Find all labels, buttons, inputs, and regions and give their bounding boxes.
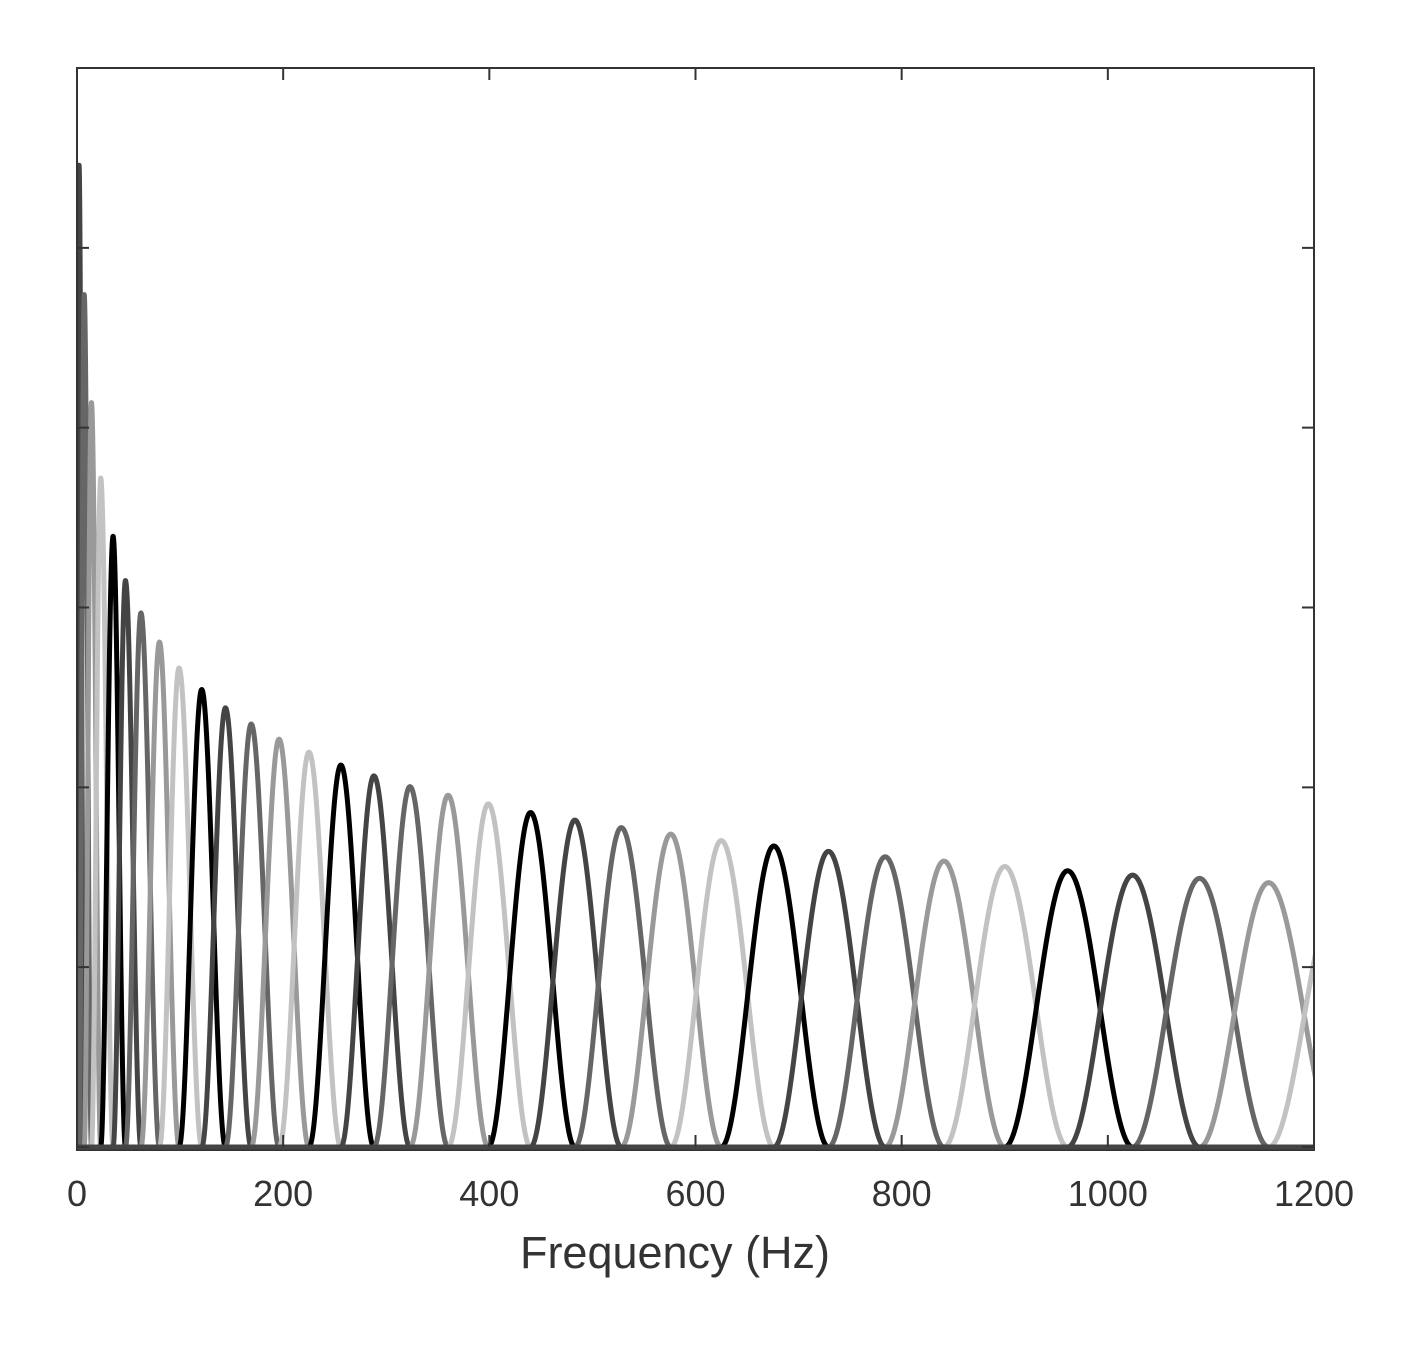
series-curve-28 bbox=[883, 858, 1007, 1150]
series-curve-6 bbox=[110, 578, 144, 1150]
series-curve-14 bbox=[277, 749, 343, 1150]
series-curve-25 bbox=[719, 843, 831, 1150]
series-curve-13 bbox=[249, 736, 311, 1150]
series-curve-35 bbox=[1340, 889, 1421, 1147]
x-tick-label-400: 400 bbox=[459, 1173, 519, 1214]
series-curve-15 bbox=[306, 762, 376, 1150]
series-curve-18 bbox=[408, 792, 491, 1150]
series-curve-12 bbox=[223, 721, 282, 1150]
series-curve-26 bbox=[772, 848, 887, 1150]
series-curve-22 bbox=[573, 825, 673, 1150]
series-curve-34 bbox=[1267, 948, 1314, 1150]
x-axis-label: Frequency (Hz) bbox=[520, 1227, 830, 1278]
x-tick-label-200: 200 bbox=[253, 1173, 313, 1214]
x-tick-label-1000: 1000 bbox=[1068, 1173, 1148, 1214]
x-tick-label-0: 0 bbox=[67, 1173, 87, 1214]
series-curve-31 bbox=[1066, 872, 1201, 1150]
series-curve-10 bbox=[176, 687, 228, 1150]
series-curve-3 bbox=[81, 400, 104, 1150]
series-curve-21 bbox=[528, 817, 624, 1150]
series-curve-24 bbox=[669, 838, 776, 1150]
series-curve-23 bbox=[619, 831, 723, 1150]
x-tick-label-800: 800 bbox=[872, 1173, 932, 1214]
series-curve-9 bbox=[157, 665, 204, 1150]
series-curve-33 bbox=[1198, 880, 1314, 1150]
series-curve-11 bbox=[199, 705, 254, 1150]
series-curve-8 bbox=[138, 639, 182, 1150]
x-tick-label-1200: 1200 bbox=[1274, 1173, 1354, 1214]
x-tick-label-600: 600 bbox=[665, 1173, 725, 1214]
series-curve-30 bbox=[1003, 868, 1135, 1150]
series-curve-2 bbox=[77, 292, 94, 1150]
series-curve-5 bbox=[98, 533, 128, 1150]
series-curves bbox=[77, 162, 1421, 1150]
series-curve-16 bbox=[338, 773, 412, 1150]
series-curve-32 bbox=[1131, 875, 1271, 1150]
x-axis-ticks bbox=[76, 68, 1315, 1147]
series-curve-7 bbox=[123, 610, 162, 1150]
series-curve-1 bbox=[77, 162, 87, 1150]
series-curve-27 bbox=[826, 854, 946, 1150]
series-curve-29 bbox=[942, 863, 1070, 1150]
x-axis-tick-labels: 0 200 400 600 800 1000 1200 bbox=[67, 1173, 1354, 1214]
series-curve-19 bbox=[446, 801, 533, 1150]
series-curve-17 bbox=[372, 784, 450, 1150]
y-axis-ticks bbox=[77, 67, 1314, 1148]
series-curve-20 bbox=[486, 810, 577, 1150]
series-curve-4 bbox=[89, 475, 116, 1150]
